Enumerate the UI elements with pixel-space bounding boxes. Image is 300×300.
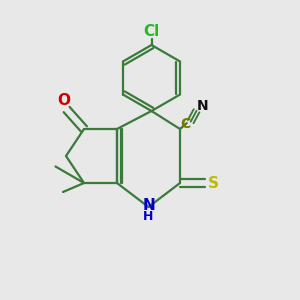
Text: N: N [142, 198, 155, 213]
Text: S: S [208, 176, 219, 190]
Text: C: C [181, 117, 191, 131]
Text: N: N [197, 99, 208, 113]
Text: O: O [57, 93, 70, 108]
Text: H: H [143, 210, 154, 224]
Text: Cl: Cl [143, 24, 160, 39]
